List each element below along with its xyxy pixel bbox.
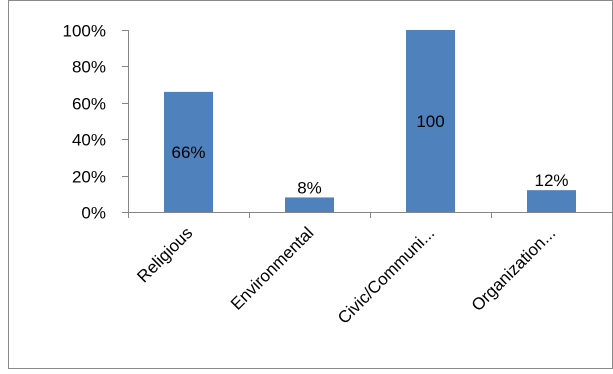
bar bbox=[527, 190, 576, 212]
bars-layer bbox=[164, 30, 576, 212]
data-label: 12% bbox=[534, 171, 568, 190]
bar bbox=[164, 91, 213, 212]
data-label: 8% bbox=[297, 178, 322, 197]
axis-layer bbox=[122, 30, 613, 218]
bar bbox=[285, 197, 334, 212]
data-label: 100 bbox=[416, 112, 444, 131]
y-tick-label: 100% bbox=[63, 22, 106, 41]
y-tick-label: 60% bbox=[72, 95, 106, 114]
y-tick-label: 40% bbox=[72, 131, 106, 150]
bar bbox=[406, 30, 455, 212]
chart-border bbox=[8, 0, 613, 369]
y-tick-label: 80% bbox=[72, 58, 106, 77]
y-tick-label: 0% bbox=[81, 204, 106, 223]
data-label: 66% bbox=[171, 143, 205, 162]
y-tick-label: 20% bbox=[72, 168, 106, 187]
